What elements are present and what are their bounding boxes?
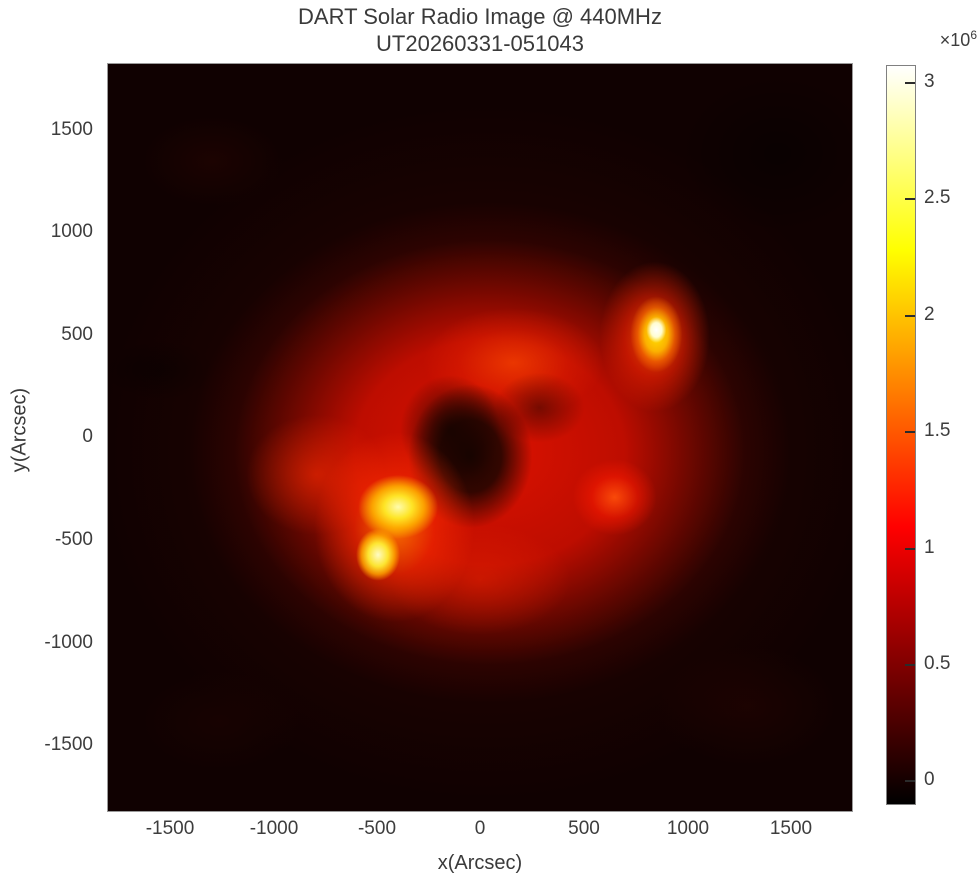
colorbar-tick: [905, 315, 915, 317]
colorbar-tick-label: 1.5: [924, 420, 951, 441]
colorbar-tick: [905, 431, 915, 433]
colorbar-tick-label: 0: [924, 769, 935, 790]
y-tick-label: 1500: [50, 119, 93, 140]
x-tick-label: 1500: [769, 818, 813, 839]
colorbar-tick-label: 2: [924, 304, 935, 325]
colorbar-multiplier: ×10: [939, 30, 971, 50]
y-tick-label: -500: [54, 529, 93, 550]
y-tick-label: -1500: [44, 734, 93, 755]
x-tick-label: -1000: [249, 818, 299, 839]
colorbar-exponent: 6: [970, 28, 977, 42]
colorbar-tick: [905, 548, 915, 550]
y-tick-label: 500: [61, 324, 93, 345]
solar-radio-heatmap: [107, 63, 853, 812]
chart-title: DART Solar Radio Image @ 440MHz: [298, 4, 662, 29]
colorbar: [886, 65, 916, 805]
x-tick-label: 0: [474, 818, 486, 839]
colorbar-exponent-label: ×106: [895, 28, 977, 51]
colorbar-tick-label: 3: [924, 71, 935, 92]
x-axis-label: x(Arcsec): [437, 852, 523, 874]
colorbar-tick: [905, 82, 915, 84]
x-tick-label: -1500: [145, 818, 195, 839]
colorbar-tick: [905, 664, 915, 666]
y-tick-label: 1000: [50, 221, 93, 242]
x-tick-label: 1000: [666, 818, 710, 839]
x-tick-label: -500: [357, 818, 397, 839]
x-tick-label: 500: [568, 818, 600, 839]
colorbar-tick-label: 1: [924, 537, 935, 558]
colorbar-tick-label: 0.5: [924, 653, 951, 674]
y-axis-label: y(Arcsec): [8, 387, 31, 473]
colorbar-tick-label: 2.5: [924, 187, 951, 208]
y-tick-label: 0: [82, 426, 93, 447]
colorbar-tick: [905, 780, 915, 782]
colorbar-tick: [905, 198, 915, 200]
y-tick-label: -1000: [44, 632, 93, 653]
chart-subtitle: UT20260331-051043: [376, 31, 584, 56]
